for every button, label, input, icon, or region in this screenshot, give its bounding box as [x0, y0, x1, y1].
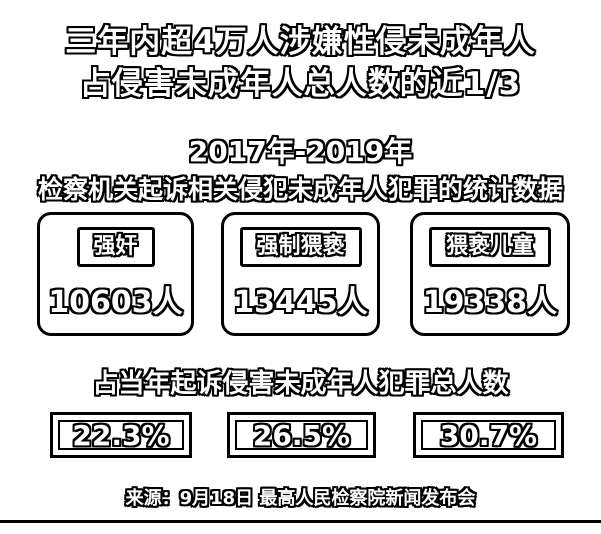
category-count: 10603人 [48, 285, 183, 320]
share-box-forcible-indecency: 26.5% [227, 412, 376, 458]
category-count: 19338人 [422, 285, 558, 320]
bottom-rule [0, 520, 601, 523]
stats-subtitle: 检察机关起诉相关侵犯未成年人犯罪的统计数据 [37, 175, 563, 204]
share-value: 26.5% [235, 420, 368, 450]
share-box-rape: 22.3% [50, 412, 192, 458]
category-label: 猥亵儿童 [428, 227, 552, 267]
category-count: 13445人 [233, 285, 368, 320]
category-label: 强制猥亵 [239, 227, 362, 267]
share-value: 30.7% [421, 420, 556, 450]
stat-card-child-molestation: 猥亵儿童 19338人 [410, 212, 570, 336]
headline-line-2: 占侵害未成年人总人数的近1/3 [79, 66, 522, 102]
stat-card-forcible-indecency: 强制猥亵 13445人 [221, 212, 380, 336]
source-note: 来源：9月18日 最高人民检察院新闻发布会 [125, 488, 476, 509]
category-label: 强奸 [76, 227, 155, 267]
share-heading: 占当年起诉侵害未成年人犯罪总人数 [92, 369, 509, 399]
headline-line-1: 三年内超4万人涉嫌性侵未成年人 [65, 24, 536, 60]
stat-card-rape: 强奸 10603人 [37, 212, 194, 336]
share-box-child-molestation: 30.7% [413, 412, 564, 458]
period-heading: 2017年-2019年 [188, 135, 413, 168]
share-value: 22.3% [58, 420, 184, 450]
